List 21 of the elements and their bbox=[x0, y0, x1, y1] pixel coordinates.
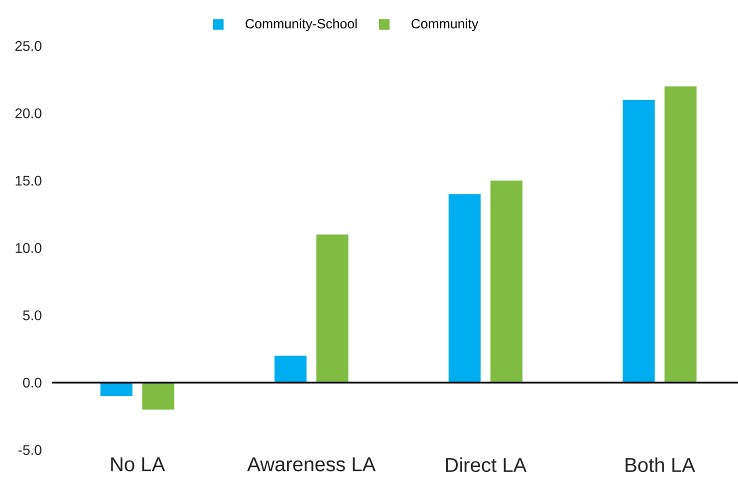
bar bbox=[448, 194, 481, 383]
x-tick-label: Awareness LA bbox=[247, 457, 376, 472]
x-tick-label: Direct LA bbox=[446, 457, 527, 472]
bar bbox=[274, 356, 307, 383]
bar bbox=[316, 234, 348, 383]
bar bbox=[100, 382, 132, 396]
legend-label: Community bbox=[412, 18, 478, 32]
y-tick-label: -5.0 bbox=[18, 445, 42, 455]
y-tick-label: 5.0 bbox=[23, 310, 42, 320]
y-tick-label: 0.0 bbox=[23, 378, 42, 388]
y-tick-label: 20.0 bbox=[15, 108, 42, 118]
legend-label: Community-School bbox=[246, 18, 357, 32]
x-tick-label: No LA bbox=[111, 457, 166, 472]
x-tick-label: Both LA bbox=[626, 457, 696, 472]
bar bbox=[622, 100, 655, 383]
y-tick-label: 15.0 bbox=[16, 176, 42, 186]
y-tick-label: 10.0 bbox=[16, 243, 42, 253]
bar bbox=[490, 180, 522, 383]
y-tick-label: 25.0 bbox=[15, 41, 42, 51]
bar bbox=[142, 382, 174, 410]
bar bbox=[664, 86, 697, 383]
